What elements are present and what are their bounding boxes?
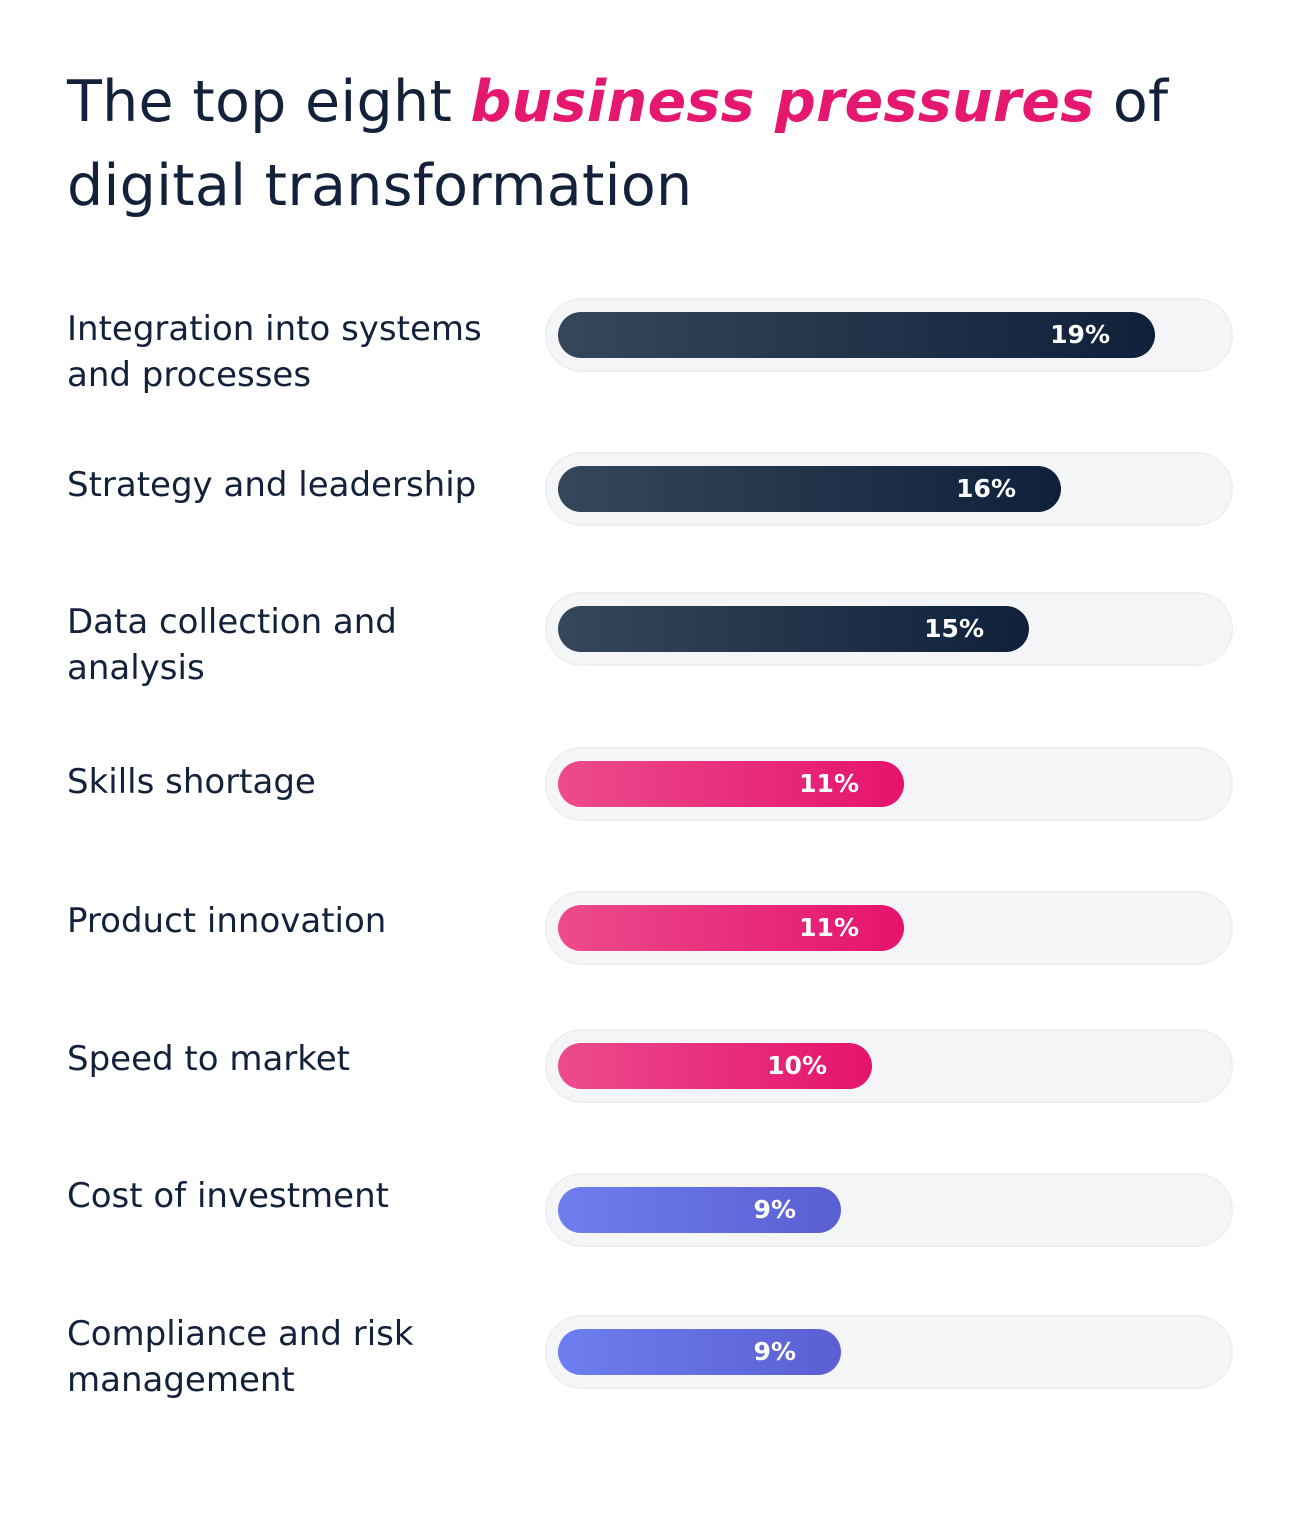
category-label: Skills shortage [67,762,316,802]
bar-value-label: 9% [753,1337,796,1366]
category-label: Cost of investment [67,1176,389,1216]
bar-track: 19% [545,298,1233,372]
bar: 9% [558,1187,841,1233]
bar: 9% [558,1329,841,1375]
bar-value-label: 10% [767,1051,827,1080]
category-label: Strategy and leadership [67,465,477,505]
bar-track: 9% [545,1173,1233,1247]
title-part-1: The top eight [67,69,471,135]
bar-value-label: 11% [799,769,859,798]
bar: 11% [558,905,904,951]
bar-value-label: 16% [956,474,1016,503]
title-accent: business pressures [470,69,1095,135]
bar-track: 16% [545,452,1233,526]
bar-value-label: 19% [1050,320,1110,349]
bar-track: 10% [545,1029,1233,1103]
category-label: Integration into systems and processes [67,309,482,395]
category-label: Product innovation [67,901,387,941]
chart-title: The top eight business pressures of digit… [67,60,1247,228]
bar-track: 11% [545,747,1233,821]
bar-value-label: 11% [799,913,859,942]
title-part-2: of [1094,69,1169,135]
bar-track: 11% [545,891,1233,965]
title-line-2: digital transformation [67,153,693,219]
bar-value-label: 9% [753,1195,796,1224]
bar: 10% [558,1043,872,1089]
bar: 15% [558,606,1029,652]
bar-track: 15% [545,592,1233,666]
bar: 19% [558,312,1155,358]
bar: 11% [558,761,904,807]
bar: 16% [558,466,1061,512]
category-label: Data collection and analysis [67,602,397,688]
bar-value-label: 15% [924,614,984,643]
bar-track: 9% [545,1315,1233,1389]
category-label: Compliance and risk management [67,1314,414,1400]
category-label: Speed to market [67,1039,350,1079]
